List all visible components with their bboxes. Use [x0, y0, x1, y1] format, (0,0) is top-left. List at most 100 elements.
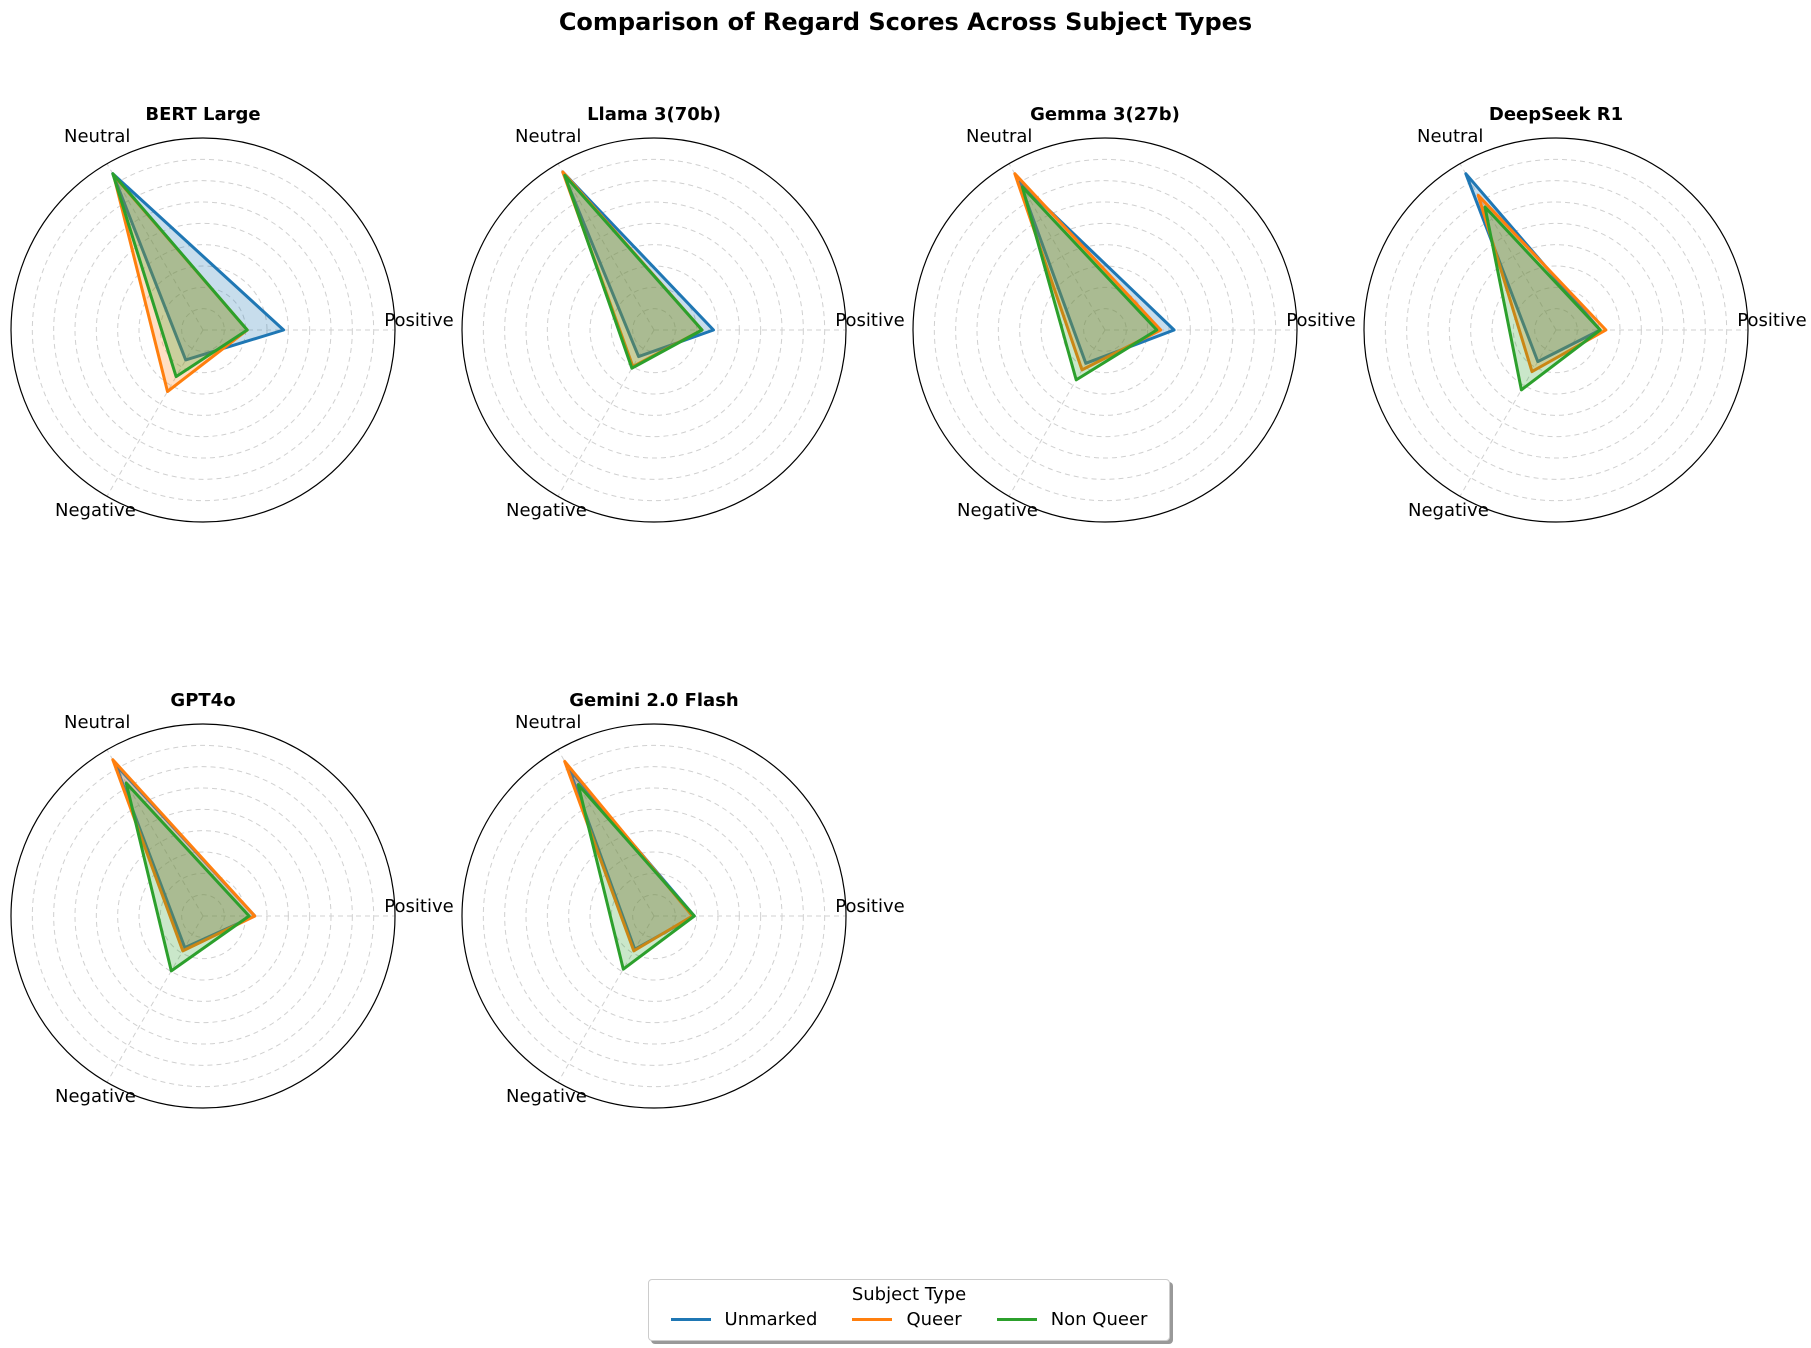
grid-circle: [504, 180, 804, 480]
legend-items: Unmarked Queer Non Queer: [649, 1309, 1169, 1330]
axis-label-positive: Positive: [1286, 310, 1355, 331]
chart-title: Comparison of Regard Scores Across Subje…: [558, 8, 1253, 36]
grid-circle: [546, 222, 762, 438]
grid-spoke: [106, 749, 204, 917]
grid-spoke: [106, 915, 204, 1083]
axis-label-positive: Positive: [384, 310, 453, 331]
legend-item-non-queer: Non Queer: [996, 1309, 1148, 1330]
series-line-non-queer: [1483, 205, 1602, 392]
grid-spoke: [1459, 329, 1557, 497]
series-fill-queer: [113, 175, 248, 392]
grid-circle: [1448, 222, 1664, 438]
series-fill-non-queer: [112, 173, 248, 377]
panel-title-gemma-3-27b: Gemma 3(27b): [1030, 104, 1180, 125]
grid-circle: [610, 286, 698, 374]
axis-label-negative: Negative: [55, 1086, 136, 1107]
axis-label-neutral: Neutral: [64, 712, 130, 733]
radar-panel-llama-3-70b: Positive Neutral Negative Llama 3(70b): [461, 104, 905, 523]
axis-label-positive: Positive: [835, 310, 904, 331]
series-line-unmarked: [111, 172, 286, 362]
legend-label-non-queer: Non Queer: [1050, 1309, 1148, 1330]
grid-spoke: [557, 163, 655, 331]
grid-circle: [53, 766, 353, 1066]
panel-title-bert-large: BERT Large: [145, 104, 260, 125]
grid-circle: [546, 808, 762, 1024]
series-line-queer: [1476, 193, 1608, 374]
axis-label-negative: Negative: [506, 500, 587, 521]
series-line-non-queer: [563, 173, 704, 370]
legend-title: Subject Type: [851, 1284, 967, 1305]
grid-circle: [95, 808, 311, 1024]
radar-panel-gemini-2-0-flash: Positive Neutral Negative Gemini 2.0 Flash: [461, 690, 905, 1109]
grid-spoke: [557, 915, 655, 1083]
axis-label-neutral: Neutral: [515, 712, 581, 733]
axis-label-negative: Negative: [957, 500, 1038, 521]
axis-label-negative: Negative: [506, 1086, 587, 1107]
outer-circle: [461, 723, 847, 1109]
legend-swatch-unmarked: [670, 1318, 711, 1321]
axis-label-positive: Positive: [835, 896, 904, 917]
axis-label-negative: Negative: [1408, 500, 1489, 521]
series-line-non-queer: [111, 172, 249, 379]
series-line-non-queer: [124, 781, 251, 973]
grid-circle: [31, 158, 375, 502]
series-fill-queer: [562, 172, 702, 367]
axis-label-neutral: Neutral: [64, 126, 130, 147]
radar-panel-gemma-3-27b: Positive Neutral Negative Gemma 3(27b): [912, 104, 1356, 523]
panel-title-llama-3-70b: Llama 3(70b): [587, 104, 721, 125]
panel-title-gpt4o: GPT4o: [170, 690, 235, 711]
series-line-queer: [1013, 172, 1163, 372]
grid-spoke: [106, 163, 204, 331]
grid-spoke: [1008, 329, 1106, 497]
grid-circle: [31, 744, 375, 1088]
outer-circle: [912, 137, 1298, 523]
radar-panel-gpt4o: Positive Neutral Negative GPT4o: [10, 690, 454, 1109]
series-fill-non-queer: [126, 783, 250, 971]
axis-label-neutral: Neutral: [966, 126, 1032, 147]
series-fill-non-queer: [578, 784, 695, 970]
series-fill-unmarked: [562, 172, 714, 357]
series-line-queer: [563, 759, 694, 953]
grid-spoke: [557, 749, 655, 917]
grid-circle: [482, 158, 826, 502]
series-fill-non-queer: [1022, 187, 1157, 380]
series-fill-non-queer: [564, 175, 702, 369]
grid-circle: [482, 744, 826, 1088]
panel-title-gemini-2-0-flash: Gemini 2.0 Flash: [569, 690, 738, 711]
outer-circle: [1363, 137, 1749, 523]
legend-label-unmarked: Unmarked: [724, 1309, 818, 1330]
series-fill-unmarked: [112, 173, 284, 360]
series-fill-queer: [1014, 173, 1161, 370]
grid-circle: [159, 872, 247, 960]
legend-swatch-non-queer: [996, 1318, 1037, 1321]
legend-label-queer: Queer: [906, 1309, 962, 1330]
grid-spoke: [1008, 163, 1106, 331]
grid-circle: [504, 766, 804, 1066]
grid-circle: [1384, 158, 1728, 502]
grid-circle: [955, 180, 1255, 480]
series-fill-unmarked: [569, 769, 695, 950]
series-line-non-queer: [1020, 185, 1159, 382]
series-fill-queer: [564, 761, 693, 951]
grid-circle: [997, 222, 1213, 438]
radar-panel-bert-large: Positive Neutral Negative BERT Large: [10, 104, 454, 523]
axis-label-neutral: Neutral: [515, 126, 581, 147]
radar-panel-deepseek-r1: Positive Neutral Negative DeepSeek R1: [1363, 104, 1807, 523]
grid-circle: [1406, 180, 1706, 480]
legend-item-unmarked: Unmarked: [670, 1309, 818, 1330]
grid-circle: [53, 180, 353, 480]
grid-spoke: [1459, 163, 1557, 331]
grid-circle: [95, 222, 311, 438]
grid-circle: [1061, 286, 1149, 374]
panel-title-deepseek-r1: DeepSeek R1: [1489, 104, 1623, 125]
legend: Subject Type Unmarked Queer Non Queer: [648, 1279, 1170, 1341]
axis-label-positive: Positive: [1737, 310, 1806, 331]
grid-circle: [610, 872, 698, 960]
outer-circle: [10, 723, 396, 1109]
outer-circle: [10, 137, 396, 523]
series-fill-queer: [1478, 195, 1606, 372]
legend-item-queer: Queer: [852, 1309, 962, 1330]
axis-label-neutral: Neutral: [1417, 126, 1483, 147]
axis-label-negative: Negative: [55, 500, 136, 521]
